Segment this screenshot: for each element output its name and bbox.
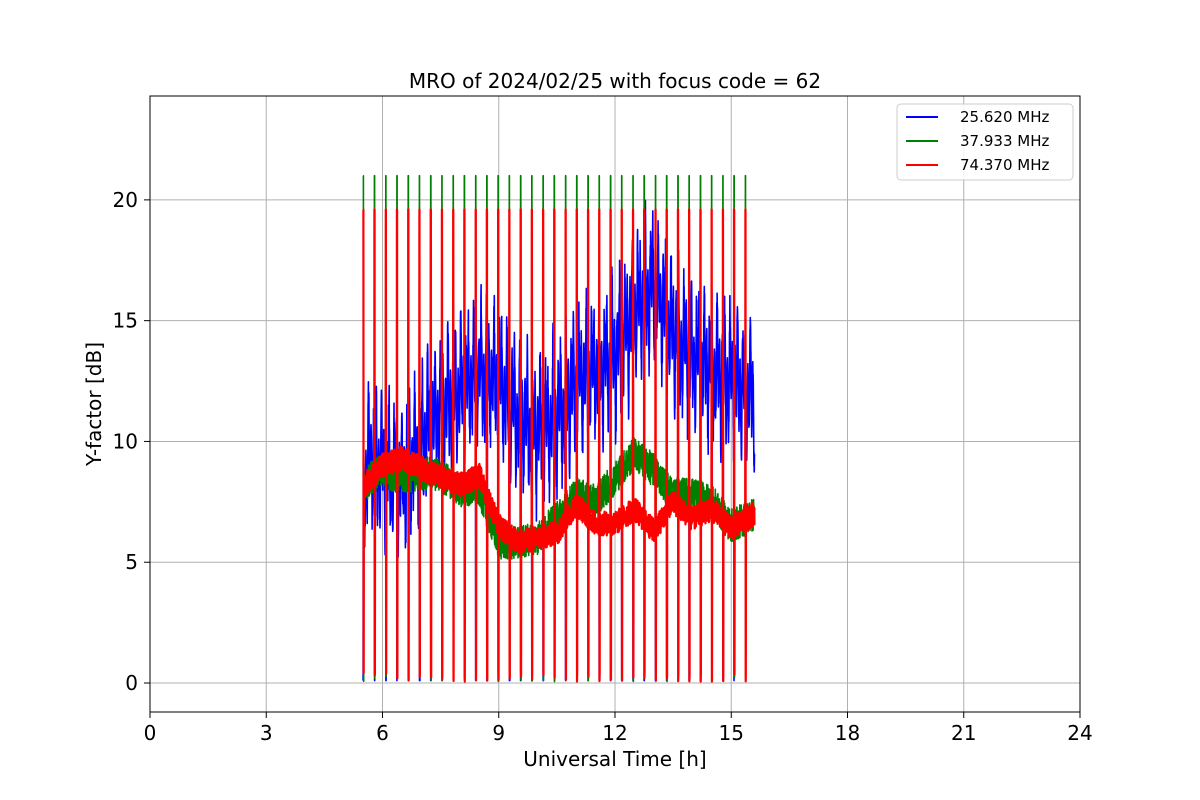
legend: 25.620 MHz 37.933 MHz 74.370 MHz (896, 103, 1074, 181)
legend-label: 25.620 MHz (960, 108, 1049, 126)
x-tick-label: 3 (260, 721, 273, 745)
legend-box (896, 103, 1074, 181)
legend-label: 37.933 MHz (960, 132, 1049, 150)
x-tick-label: 12 (602, 721, 627, 745)
y-tick-label: 10 (113, 429, 138, 453)
y-tick-label: 15 (113, 309, 138, 333)
x-tick-label: 9 (492, 721, 505, 745)
x-tick-label: 18 (835, 721, 860, 745)
x-tick-label: 15 (719, 721, 744, 745)
y-axis-label: Y-factor [dB] (82, 342, 106, 467)
y-tick-label: 0 (125, 671, 138, 695)
x-tick-label: 0 (144, 721, 157, 745)
x-axis-label: Universal Time [h] (523, 747, 706, 771)
plot-area (362, 174, 756, 683)
y-tick-label: 20 (113, 188, 138, 212)
y-tick-label: 5 (125, 550, 138, 574)
axis-ticks: 0 3 6 9 12 15 18 21 24 0 5 10 15 20 (113, 188, 1093, 745)
x-tick-label: 21 (951, 721, 976, 745)
x-tick-label: 6 (376, 721, 389, 745)
x-tick-label: 24 (1067, 721, 1092, 745)
series-line (362, 208, 756, 683)
chart-title: MRO of 2024/02/25 with focus code = 62 (409, 69, 821, 93)
legend-label: 74.370 MHz (960, 156, 1049, 174)
